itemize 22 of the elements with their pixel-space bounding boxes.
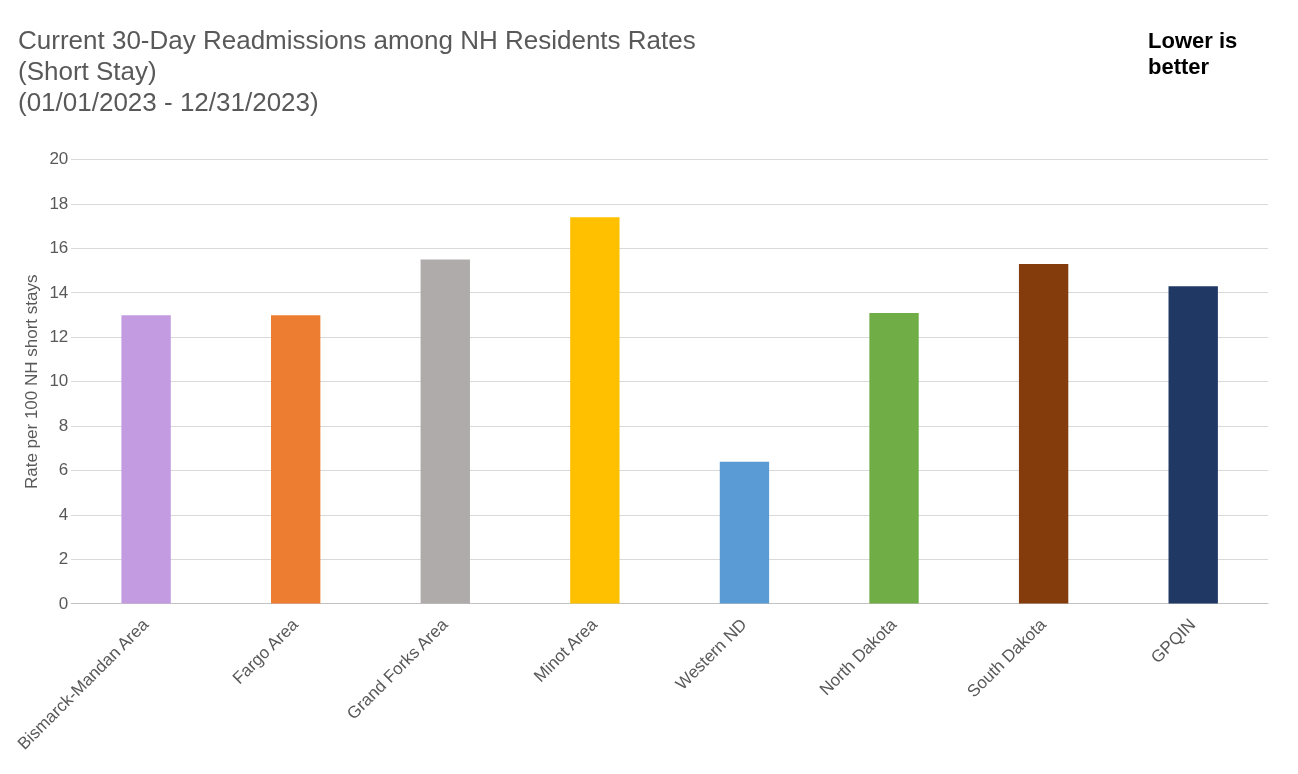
y-tick-label: 2 [58,549,69,569]
y-tick-label: 12 [49,327,69,347]
y-tick-label: 8 [58,415,69,435]
y-tick-label: 0 [58,593,69,613]
y-tick-label: 16 [49,238,69,258]
y-tick-label: 18 [49,193,69,213]
bar [271,315,321,604]
y-tick-label: 6 [58,460,69,480]
y-axis-title: Rate per 100 NH short stays [21,274,41,490]
y-tick-label: 20 [49,149,69,169]
text: Lower is better [1148,28,1239,80]
bar [121,315,171,604]
y-tick-label: 10 [49,371,69,391]
bar [719,461,770,604]
bar [1168,286,1218,604]
bar [570,217,620,604]
bar [420,259,470,604]
y-tick-label: 14 [49,282,69,302]
bar [1018,264,1069,604]
bar [869,312,919,604]
y-tick-label: 4 [58,504,69,524]
chart-title: Current 30-Day Readmissions among NH Residents Rates (Short Stay) (01/01/2023 - 12/31/2023) [18,24,696,118]
